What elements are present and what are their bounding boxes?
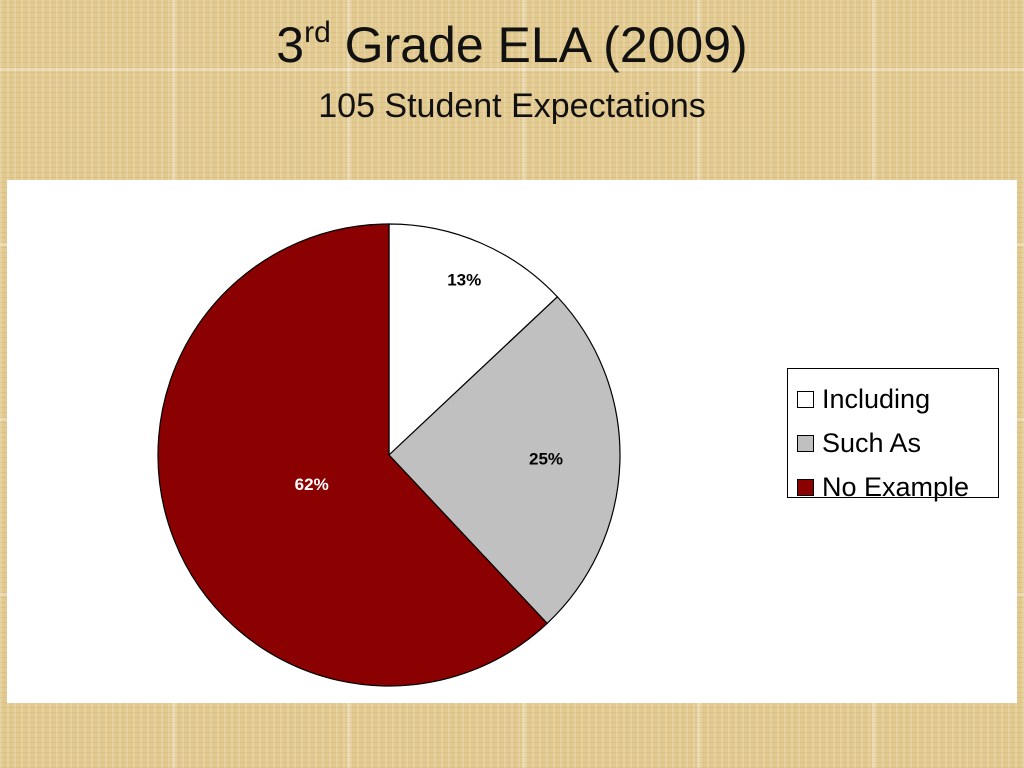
title-number: 3 [276, 17, 305, 73]
data-label-including: 13% [447, 271, 481, 290]
pie-slice-no-example [157, 223, 548, 687]
legend-item-including: Including [797, 377, 998, 421]
title-ordinal-suffix: rd [304, 16, 331, 49]
pie-slice-such-as [388, 296, 621, 625]
legend-label: Including [822, 383, 931, 414]
legend-label: No Example [822, 471, 970, 502]
slide-subtitle: 105 Student Expectations [318, 87, 706, 125]
legend-swatch [797, 390, 814, 408]
pie-chart: 13% 25% 62% [157, 223, 621, 687]
legend-swatch [797, 478, 814, 496]
title-text: Grade ELA (2009) [330, 17, 748, 73]
legend-swatch [797, 434, 814, 452]
slide-title: 3rd Grade ELA (2009) [0, 17, 1024, 73]
legend-item-such-as: Such As [797, 421, 998, 465]
chart-area: 13% 25% 62% Including Such As No Example [7, 180, 1017, 703]
legend-label: Such As [822, 427, 922, 458]
pie-slice-including [388, 223, 559, 457]
legend-item-no-example: No Example [797, 465, 998, 509]
data-label-no-example: 62% [295, 475, 329, 494]
data-label-such-as: 25% [529, 449, 563, 468]
chart-legend: Including Such As No Example [787, 368, 999, 502]
